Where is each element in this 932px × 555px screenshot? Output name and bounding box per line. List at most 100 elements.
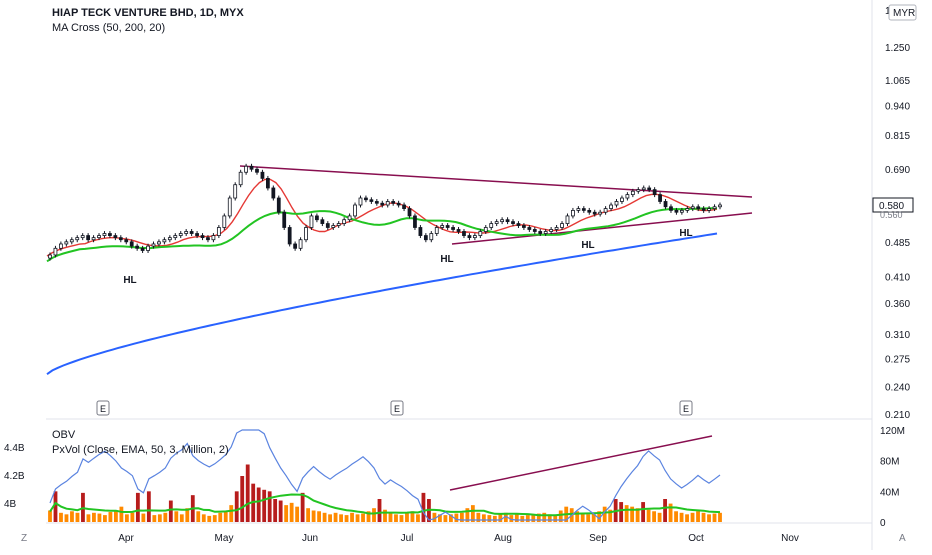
candle-body [184,231,189,234]
candle [266,175,270,191]
candle [636,187,641,194]
candle [91,235,96,243]
candle [462,229,466,239]
candle [532,227,537,234]
candle [407,206,412,219]
candle [118,235,123,243]
candle-body [200,235,205,239]
upper-trendline [239,165,753,198]
candle-body [679,209,684,213]
candle-body [549,229,554,232]
volume-bar [394,514,398,522]
candle-body [707,208,711,211]
candle-body [423,235,428,241]
pxvol-label[interactable]: PxVol (Close, EMA, 50, 3, Million, 2) [52,444,229,456]
candle-body [571,209,575,217]
candle [445,223,450,230]
candle [315,213,319,223]
candle [287,225,292,247]
candle [135,243,140,251]
candle [434,225,439,236]
candle-body [108,233,112,236]
trendlines [239,165,753,245]
candle-body [336,223,341,226]
price-tick-label: 0.275 [885,355,910,366]
candle-body [543,231,548,234]
candle-body [91,237,96,241]
candle-body [233,184,238,199]
candle-body [347,215,352,221]
volume-bar [317,511,322,522]
volume-bar [366,511,371,522]
candle-body [59,243,63,249]
volume-bar [179,514,184,522]
candle [581,206,586,213]
candle-body [69,239,74,243]
candle [200,233,205,241]
candle [178,231,183,239]
symbol-title[interactable]: HIAP TECK VENTURE BHD, 1D, MYX [52,7,244,19]
candle-body [178,233,183,236]
candle-body [118,237,123,241]
candle [75,235,80,243]
candle-body [216,227,221,236]
volume-bar [273,499,278,522]
candle-body [418,227,423,236]
candle-body [685,208,690,211]
obv-label[interactable]: OBV [52,429,76,441]
volume-bar [92,512,96,522]
candle [527,225,532,232]
volume-bar [289,502,294,522]
candle-body [129,241,134,247]
candle-body [206,237,210,241]
timezone-toggle-button[interactable]: Z [21,533,28,544]
volume-bar [240,476,245,522]
price-tick-label: 0.360 [885,299,910,310]
candle-body [211,235,216,241]
volume-bar [119,506,124,522]
candle [162,237,167,245]
candle [108,231,112,239]
volume-bar [487,515,492,522]
candle [347,213,352,223]
candle [364,195,368,203]
volume-bar [113,510,118,522]
candle [336,221,341,229]
candle [331,223,336,230]
candle [293,241,298,251]
currency-text: MYR [893,8,915,19]
volume-bar [421,492,426,522]
auto-scale-button[interactable]: A [899,533,906,544]
candle-body [587,209,592,213]
candle-body [75,237,80,241]
candle [48,252,52,261]
candle-body [538,231,543,234]
volume-bar [64,514,69,522]
candle [472,233,477,241]
candle-body [64,241,69,245]
volume-bar [262,489,267,522]
volume-bar [663,499,667,522]
ma-mid-line [46,207,717,263]
candle-body [385,201,390,206]
volume-bar [152,515,157,522]
hl-annotation: HL [581,240,594,251]
volume-bar [53,491,58,522]
candle-body [315,215,319,221]
volume-bar [311,510,316,522]
candle [325,221,330,230]
candle [685,206,690,213]
volume-bar [333,512,338,522]
candle-body [663,201,668,208]
volume-bar [75,512,80,522]
candle [690,204,695,212]
candle [402,202,406,212]
indicator-label[interactable]: MA Cross (50, 200, 20) [52,22,166,34]
volume-bar [146,491,151,522]
volume-bar [174,511,179,522]
candle-body [636,189,641,192]
volume-bar [410,511,415,522]
volume-bar [646,509,651,522]
